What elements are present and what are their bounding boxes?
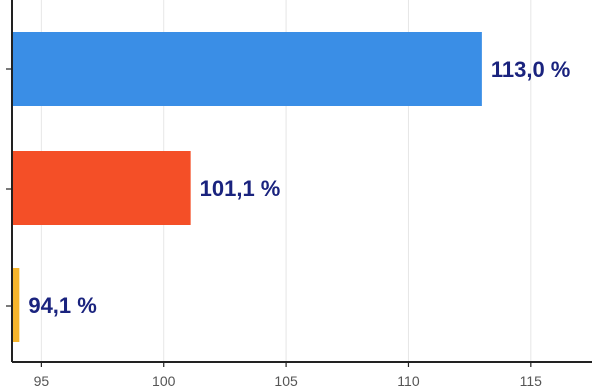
bar-value-label: 101,1 % — [200, 176, 281, 201]
bar-2 — [12, 151, 191, 225]
bar-value-label: 113,0 % — [491, 57, 571, 82]
axes: 95 100 105 110 115 — [6, 0, 592, 389]
bars — [12, 32, 482, 342]
x-tick-label: 105 — [274, 373, 298, 389]
x-tick-label: 110 — [397, 373, 420, 389]
x-tick-label: 95 — [34, 373, 50, 389]
x-tick-label: 100 — [152, 373, 176, 389]
bar-1 — [12, 32, 482, 106]
bar-3 — [12, 268, 20, 342]
x-tick-label: 115 — [520, 373, 543, 389]
data-labels: 113,0 % 101,1 % 94,1 % — [28, 57, 570, 318]
bar-value-label: 94,1 % — [28, 293, 97, 318]
